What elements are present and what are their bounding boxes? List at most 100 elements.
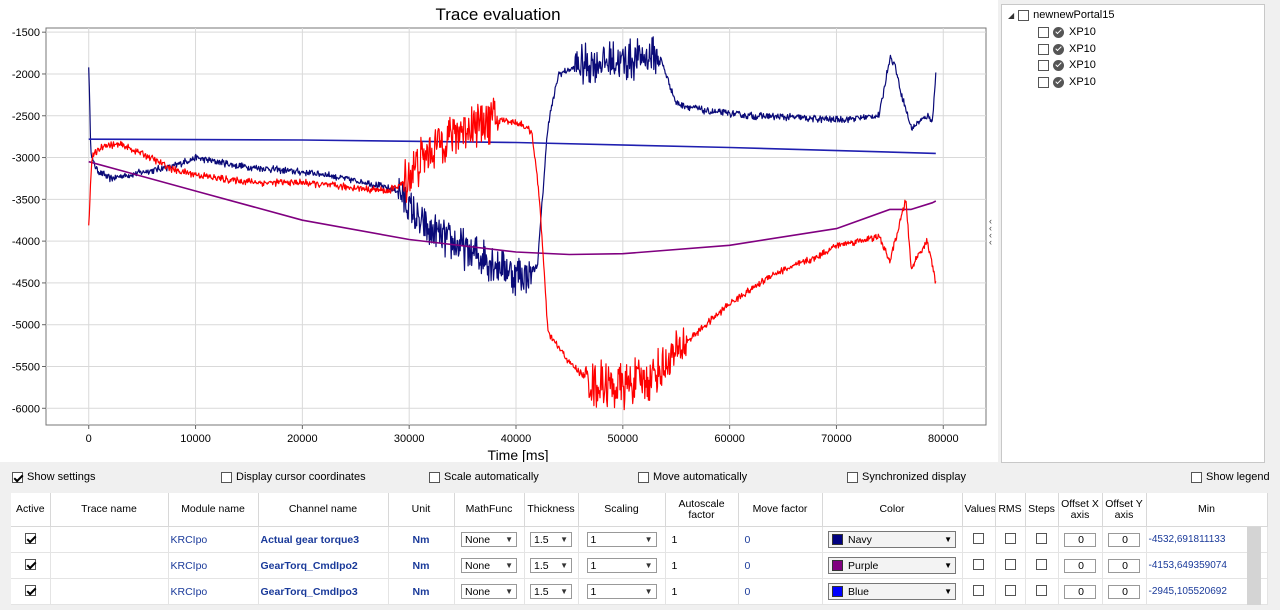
tree-item[interactable]: XP10 [1038,57,1096,73]
tree-item-checkbox[interactable] [1038,26,1049,38]
active-checkbox[interactable] [24,532,36,544]
scaling-value: 1 [590,559,597,572]
col-trace-name[interactable]: Trace name [50,493,169,527]
y-tick-label: -2000 [12,69,40,81]
rms-checkbox[interactable] [1004,532,1016,544]
display-cursor-checkbox[interactable] [221,471,232,483]
move-auto-option[interactable]: Move automatically [638,470,747,484]
offset-y-input[interactable]: 0 [1108,558,1140,573]
collapse-panel-icon[interactable]: ‹ ‹ ‹ ‹ [989,216,992,247]
tree-item-label: XP10 [1069,26,1096,38]
tree-item[interactable]: XP10 [1038,41,1096,57]
thickness-dropdown[interactable]: 1.5 ▼ [530,558,572,573]
col-module-name[interactable]: Module name [168,493,259,527]
show-legend-checkbox[interactable] [1191,471,1202,483]
active-checkbox[interactable] [24,558,36,570]
move-factor-cell[interactable]: 0 [738,552,823,579]
col-steps[interactable]: Steps [1025,493,1059,527]
trace-name-cell[interactable] [50,526,169,553]
col-channel-name[interactable]: Channel name [258,493,389,527]
mathfunc-dropdown[interactable]: None ▼ [461,558,517,573]
tree-item[interactable]: XP10 [1038,74,1096,90]
col-scaling[interactable]: Scaling [578,493,666,527]
tree-item[interactable]: XP10 [1038,24,1096,40]
tree-root[interactable]: ◢ newnewPortal15 [1008,7,1115,23]
col-active[interactable]: Active [11,493,51,527]
show-legend-label: Show legend [1206,471,1270,483]
col-unit[interactable]: Unit [388,493,455,527]
col-move-factor[interactable]: Move factor [738,493,823,527]
autoscale-cell[interactable]: 1 [665,526,739,553]
display-cursor-label: Display cursor coordinates [236,471,366,483]
scaling-dropdown[interactable]: 1 ▼ [586,532,657,547]
col-offset-x[interactable]: Offset X axis [1058,493,1103,527]
active-checkbox[interactable] [24,584,36,596]
offset-x-input[interactable]: 0 [1064,558,1096,573]
color-name: Purple [848,559,879,572]
color-dropdown[interactable]: Navy ▼ [828,531,956,548]
values-checkbox[interactable] [973,558,984,570]
move-factor-cell[interactable]: 0 [738,526,823,553]
values-checkbox[interactable] [973,532,984,544]
table-row[interactable]: KRCIpo GearTorq_CmdIpo3 Nm None ▼ 1.5 ▼ 1 ▼ 1 0 Blu… [11,578,1268,605]
trace-chart-panel[interactable]: Trace evaluation 0 10000 20000 30000 40000 50… [0,0,998,463]
col-offset-y[interactable]: Offset Y axis [1102,493,1147,527]
scaling-value: 1 [590,533,597,546]
autoscale-cell[interactable]: 1 [665,578,739,605]
trace-name-cell[interactable] [50,552,169,579]
steps-checkbox[interactable] [1036,584,1047,596]
table-row[interactable]: KRCIpo GearTorq_CmdIpo2 Nm None ▼ 1.5 ▼ 1 ▼ 1 0 Pur… [11,552,1268,579]
color-swatch [832,586,843,597]
chevron-down-icon: ▼ [505,561,513,570]
show-settings-checkbox[interactable] [12,471,23,483]
offset-x-input[interactable]: 0 [1064,532,1096,547]
col-min[interactable]: Min [1146,493,1268,527]
display-cursor-option[interactable]: Display cursor coordinates [221,470,366,484]
autoscale-cell[interactable]: 1 [665,552,739,579]
chevron-down-icon: ▼ [644,561,653,570]
expand-triangle-icon[interactable]: ◢ [1008,10,1015,20]
thickness-dropdown[interactable]: 1.5 ▼ [530,532,572,547]
col-rms[interactable]: RMS [995,493,1026,527]
values-checkbox[interactable] [973,584,984,596]
mathfunc-dropdown[interactable]: None ▼ [461,584,517,599]
table-scrollbar[interactable] [1247,527,1261,605]
offset-y-input[interactable]: 0 [1108,532,1140,547]
scaling-dropdown[interactable]: 1 ▼ [586,584,657,599]
move-factor-cell[interactable]: 0 [738,578,823,605]
mathfunc-dropdown[interactable]: None ▼ [461,532,517,547]
col-values[interactable]: Values [962,493,996,527]
tree-item-checkbox[interactable] [1038,76,1049,88]
trace-name-cell[interactable] [50,578,169,605]
color-dropdown[interactable]: Blue ▼ [828,583,956,600]
offset-x-input[interactable]: 0 [1064,584,1096,599]
tree-item-label: XP10 [1069,43,1096,55]
tree-item-checkbox[interactable] [1038,59,1049,71]
steps-checkbox[interactable] [1036,532,1047,544]
thickness-dropdown[interactable]: 1.5 ▼ [530,584,572,599]
show-settings-option[interactable]: Show settings [12,470,95,484]
move-auto-checkbox[interactable] [638,471,649,483]
col-thickness[interactable]: Thickness [524,493,579,527]
status-ok-icon [1053,26,1064,38]
col-autoscale[interactable]: Autoscale factor [665,493,739,527]
steps-checkbox[interactable] [1036,558,1047,570]
sync-display-option[interactable]: Synchronized display [847,470,966,484]
chevron-down-icon: ▼ [944,587,952,596]
scale-auto-option[interactable]: Scale automatically [429,470,539,484]
sync-display-checkbox[interactable] [847,471,858,483]
color-dropdown[interactable]: Purple ▼ [828,557,956,574]
show-legend-option[interactable]: Show legend [1191,470,1270,484]
col-mathfunc[interactable]: MathFunc [454,493,525,527]
scale-auto-checkbox[interactable] [429,471,440,483]
y-tick-label: -6000 [12,403,40,415]
scaling-dropdown[interactable]: 1 ▼ [586,558,657,573]
tree-item-checkbox[interactable] [1038,43,1049,55]
rms-checkbox[interactable] [1004,558,1016,570]
rms-checkbox[interactable] [1004,584,1016,596]
table-row[interactable]: KRCIpo Actual gear torque3 Nm None ▼ 1.5 ▼ 1 ▼ 1 0… [11,526,1268,553]
tree-root-checkbox[interactable] [1018,9,1030,21]
trace-chart[interactable]: Trace evaluation 0 10000 20000 30000 40000 50… [0,0,998,463]
col-color[interactable]: Color [822,493,963,527]
offset-y-input[interactable]: 0 [1108,584,1140,599]
